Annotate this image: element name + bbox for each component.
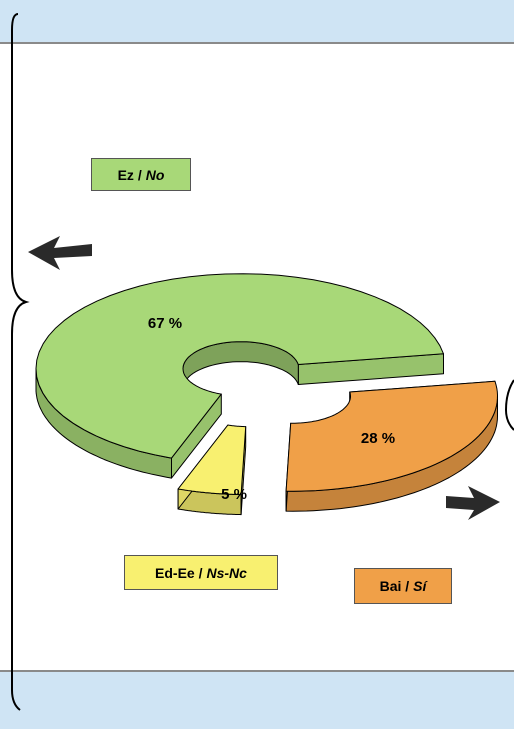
slice-ez-no <box>35 273 444 459</box>
left-brace <box>11 13 30 711</box>
legend-bai: Bai / Sí <box>354 568 452 604</box>
slice-bai-s- <box>285 380 498 492</box>
left-arrow-icon <box>28 236 92 270</box>
slice-ed-ee-ns-nc <box>177 424 247 496</box>
legend-label-italic: Ns-Nc <box>206 564 247 581</box>
slice-value-label: 5 % <box>221 486 247 503</box>
top-band <box>0 0 514 44</box>
legend-label: Ez / <box>117 166 142 183</box>
right-brace <box>504 379 514 431</box>
legend-label-italic: No <box>145 166 165 183</box>
legend-ed-ee: Ed-Ee / Ns-Nc <box>124 555 278 590</box>
legend-label: Ed-Ee / <box>155 564 203 581</box>
legend-ez: Ez / No <box>91 158 191 191</box>
legend-label: Bai / <box>379 578 410 594</box>
bottom-band <box>0 670 514 729</box>
legend-label-italic: Sí <box>413 578 427 594</box>
slice-value-label: 28 % <box>361 430 395 447</box>
right-arrow-icon <box>446 486 500 520</box>
slice-value-label: 67 % <box>148 315 182 332</box>
